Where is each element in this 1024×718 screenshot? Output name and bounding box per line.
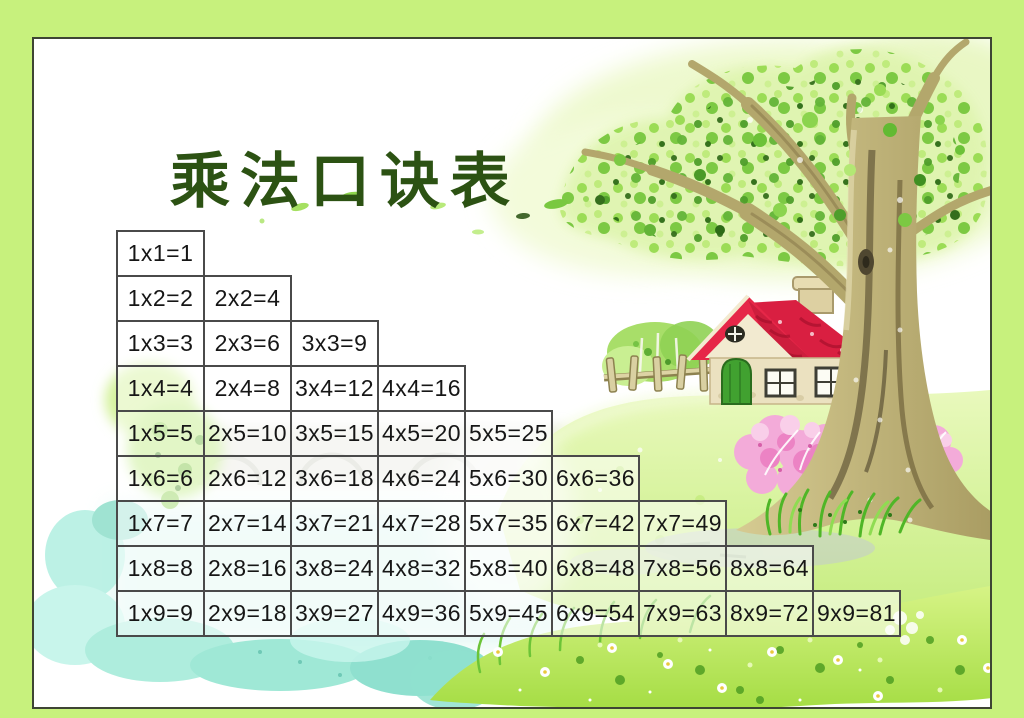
table-row: 1x3=3 2x3=6 3x3=9	[116, 320, 901, 367]
table-row: 1x6=6 2x6=12 3x6=18 4x6=24 5x6=30 6x6=36	[116, 455, 901, 502]
table-row: 1x2=2 2x2=4	[116, 275, 901, 322]
table-cell: 6x9=54	[551, 590, 640, 637]
table-cell: 1x3=3	[116, 320, 205, 367]
table-cell: 6x7=42	[551, 500, 640, 547]
table-cell: 3x8=24	[290, 545, 379, 592]
table-cell: 9x9=81	[812, 590, 901, 637]
table-cell: 6x8=48	[551, 545, 640, 592]
table-cell: 5x7=35	[464, 500, 553, 547]
table-cell: 1x5=5	[116, 410, 205, 457]
leaf-scatter-illustration	[259, 191, 589, 235]
table-cell: 2x7=14	[203, 500, 292, 547]
table-cell: 1x9=9	[116, 590, 205, 637]
table-row: 1x4=4 2x4=8 3x4=12 4x4=16	[116, 365, 901, 412]
canopy-accent-dots-illustration	[595, 84, 965, 236]
table-cell: 1x2=2	[116, 275, 205, 322]
table-row: 1x8=8 2x8=16 3x8=24 4x8=32 5x8=40 6x8=48 7x8=5…	[116, 545, 901, 592]
table-row: 1x5=5 2x5=10 3x5=15 4x5=20 5x5=25	[116, 410, 901, 457]
table-row: 1x7=7 2x7=14 3x7=21 4x7=28 5x7=35 6x7=42 7x7=4…	[116, 500, 901, 547]
table-cell: 2x4=8	[203, 365, 292, 412]
table-cell: 2x2=4	[203, 275, 292, 322]
table-cell: 5x9=45	[464, 590, 553, 637]
table-cell: 7x9=63	[638, 590, 727, 637]
table-cell: 4x8=32	[377, 545, 466, 592]
poster-title: 乘法口诀表	[170, 147, 520, 217]
table-cell: 2x9=18	[203, 590, 292, 637]
table-cell: 3x9=27	[290, 590, 379, 637]
table-cell: 1x4=4	[116, 365, 205, 412]
table-cell: 4x7=28	[377, 500, 466, 547]
table-cell: 2x3=6	[203, 320, 292, 367]
table-cell: 4x5=20	[377, 410, 466, 457]
table-cell: 3x5=15	[290, 410, 379, 457]
table-cell: 4x9=36	[377, 590, 466, 637]
table-cell: 5x8=40	[464, 545, 553, 592]
table-row: 1x1=1	[116, 230, 901, 277]
table-cell: 2x6=12	[203, 455, 292, 502]
table-cell: 2x5=10	[203, 410, 292, 457]
table-cell: 2x8=16	[203, 545, 292, 592]
table-cell: 1x7=7	[116, 500, 205, 547]
table-cell: 7x7=49	[638, 500, 727, 547]
table-cell: 7x8=56	[638, 545, 727, 592]
table-cell: 3x7=21	[290, 500, 379, 547]
table-cell: 5x6=30	[464, 455, 553, 502]
table-cell: 4x4=16	[377, 365, 466, 412]
table-row: 1x9=9 2x9=18 3x9=27 4x9=36 5x9=45 6x9=54 7x9=6…	[116, 590, 901, 637]
fence-illustration	[603, 354, 717, 393]
table-cell: 8x9=72	[725, 590, 814, 637]
table-cell: 5x5=25	[464, 410, 553, 457]
tree-trunk-illustration	[581, 39, 990, 541]
multiplication-table: 1x1=1 1x2=2 2x2=4 1x3=3 2x3=6 3x3=9 1x4=4 2x4=8…	[116, 230, 901, 637]
grass-tuft-illustration	[765, 488, 922, 538]
table-cell: 1x6=6	[116, 455, 205, 502]
table-cell: 1x8=8	[116, 545, 205, 592]
table-cell: 3x3=9	[290, 320, 379, 367]
table-cell: 4x6=24	[377, 455, 466, 502]
table-cell: 1x1=1	[116, 230, 205, 277]
cottage-illustration	[686, 276, 876, 405]
table-cell: 3x6=18	[290, 455, 379, 502]
poster-inner-canvas: 乘法口诀表 1x1=1 1x2=2 2x2=4 1x3=3 2x3=6 3x3=9 1x4=…	[32, 37, 992, 709]
dandelion-flowers-illustration	[493, 635, 990, 702]
table-cell: 3x4=12	[290, 365, 379, 412]
table-cell: 8x8=64	[725, 545, 814, 592]
table-cell: 6x6=36	[551, 455, 640, 502]
